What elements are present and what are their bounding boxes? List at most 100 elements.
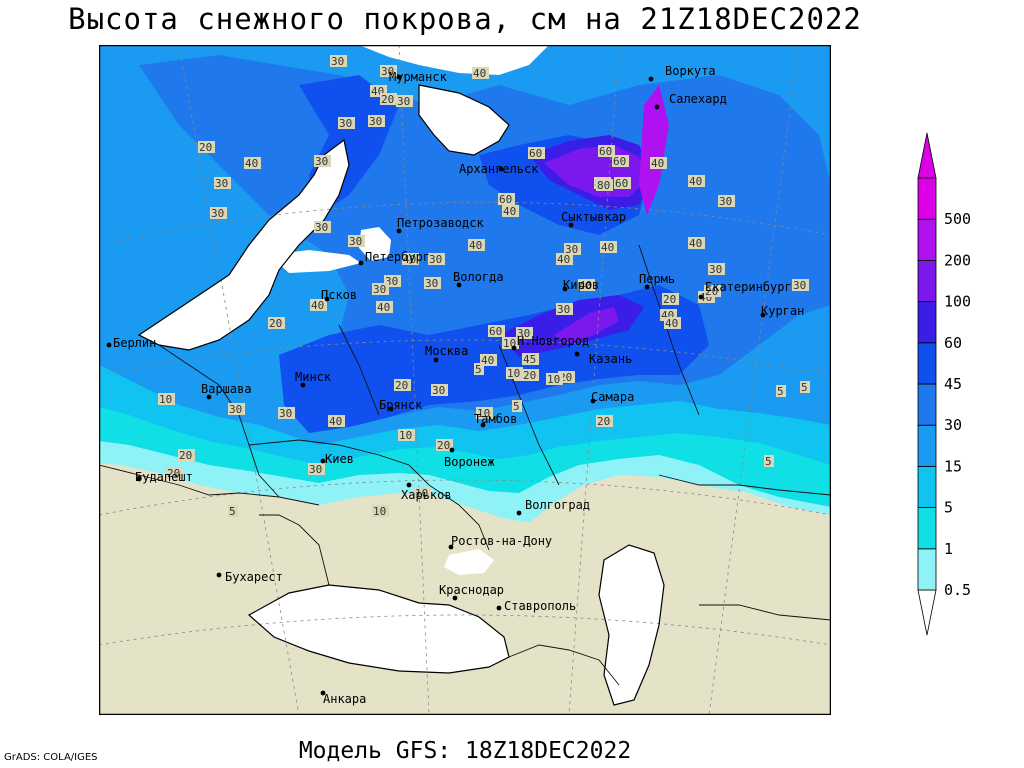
contour-value: 30	[309, 463, 322, 476]
contour-label-bg	[476, 407, 493, 419]
contour-label-bg	[314, 221, 331, 233]
contour-value: 30	[211, 207, 224, 220]
city-marker	[320, 690, 326, 696]
city-marker	[644, 284, 650, 290]
legend-low-triangle	[917, 589, 937, 636]
contour-value: 40	[601, 241, 614, 254]
contour-label-bg	[214, 177, 231, 189]
contour-label-bg	[596, 179, 613, 191]
contour-label-bg	[556, 303, 573, 315]
contour-label-bg	[564, 243, 581, 255]
contour-value: 60	[499, 193, 512, 206]
contour-value: 45	[523, 353, 536, 366]
contour-label-bg	[488, 325, 505, 337]
contour-label-bg	[498, 193, 515, 205]
contour-value: 30	[557, 303, 570, 316]
city-marker	[654, 104, 660, 110]
contour-value: 10	[477, 407, 490, 420]
city-label: Салехард	[669, 92, 727, 106]
contour-value: 5	[513, 400, 520, 413]
legend-swatch-60	[917, 301, 937, 344]
city-marker	[496, 605, 502, 611]
city-marker	[449, 447, 455, 453]
city-label: Киров	[563, 278, 599, 292]
contour-value: 60	[529, 147, 542, 160]
legend-label: 0.5	[944, 581, 971, 599]
city-label: Петербург	[365, 250, 430, 264]
contour-label-bg	[228, 505, 238, 517]
contour-label-bg	[368, 115, 385, 127]
city-marker	[300, 382, 306, 388]
city-marker	[448, 544, 454, 550]
legend-swatch-500	[917, 177, 937, 220]
contour-value: 30	[373, 283, 386, 296]
contour-value: 60	[615, 177, 628, 190]
contour-label-bg	[372, 505, 389, 517]
contour-label-bg	[764, 455, 774, 467]
snow-100cm	[544, 145, 647, 343]
contour-value: 20	[381, 93, 394, 106]
contour-value: 40	[557, 253, 570, 266]
city-label: Н.Новгород	[517, 334, 589, 348]
contour-value: 30	[315, 221, 328, 234]
contour-label-bg	[310, 299, 327, 311]
contour-value: 40	[403, 253, 416, 266]
contour-value: 60	[599, 145, 612, 158]
contour-value: 30	[331, 55, 344, 68]
legend-label: 200	[944, 251, 971, 269]
contour-value: 5	[801, 381, 808, 394]
contour-value: 40	[689, 237, 702, 250]
contour-value: 30	[349, 235, 362, 248]
contour-labels: 30 30 40 20 30 30 30 40 30 20 30 40 30 30 30 40 40 40 30 40…	[158, 55, 810, 518]
contour-label-bg	[578, 279, 595, 291]
city-label: Варшава	[201, 382, 252, 396]
contour-value: 30	[279, 407, 292, 420]
contour-label-bg	[468, 239, 485, 251]
contour-label-bg	[546, 373, 563, 385]
contour-value: 40	[665, 317, 678, 330]
contour-value: 10	[399, 429, 412, 442]
contour-label-bg	[210, 207, 227, 219]
city-marker	[516, 510, 522, 516]
city-label: Краснодар	[439, 583, 504, 597]
legend-label: 100	[944, 293, 971, 311]
city-label: Минск	[295, 370, 332, 384]
contour-value: 40	[473, 67, 486, 80]
city-marker	[320, 458, 326, 464]
contour-label-bg	[528, 147, 545, 159]
legend-label: 5	[944, 499, 953, 517]
city-marker	[480, 422, 486, 428]
contour-value: 10	[373, 505, 386, 518]
city-marker	[433, 357, 439, 363]
contour-value: 10	[507, 367, 520, 380]
contour-label-bg	[800, 381, 810, 393]
city-label: Харьков	[401, 488, 452, 502]
city-label: Вологда	[453, 270, 504, 284]
city-label: Архангельск	[459, 162, 539, 176]
model-caption: Модель GFS: 18Z18DEC2022	[298, 738, 632, 764]
city-label: Курган	[761, 304, 804, 318]
contour-value: 30	[432, 384, 445, 397]
contour-value: 30	[719, 195, 732, 208]
contour-label-bg	[792, 279, 809, 291]
city-label: Екатеринбург	[705, 280, 792, 294]
city-marker	[568, 222, 574, 228]
cities: Мурманск Воркута Салехард Архангельск Сыктыв…	[106, 64, 804, 706]
city-label: Пермь	[639, 272, 675, 286]
contour-value: 30	[425, 277, 438, 290]
contour-label-bg	[776, 385, 786, 397]
city-label: Москва	[425, 344, 468, 358]
city-marker	[216, 572, 222, 578]
city-label: Ставрополь	[504, 599, 576, 613]
contour-value: 20	[705, 285, 718, 298]
grads-credit: GrADS: COLA/IGES	[4, 752, 98, 763]
city-label: Казань	[589, 352, 632, 366]
contour-label-bg	[330, 55, 347, 67]
contour-value: 10	[159, 393, 172, 406]
city-marker	[396, 74, 402, 80]
city-label: Тамбов	[474, 412, 517, 426]
city-label: Самара	[591, 390, 634, 404]
contour-value: 20	[179, 449, 192, 462]
contour-value: 40	[377, 301, 390, 314]
contour-label-bg	[502, 205, 519, 217]
